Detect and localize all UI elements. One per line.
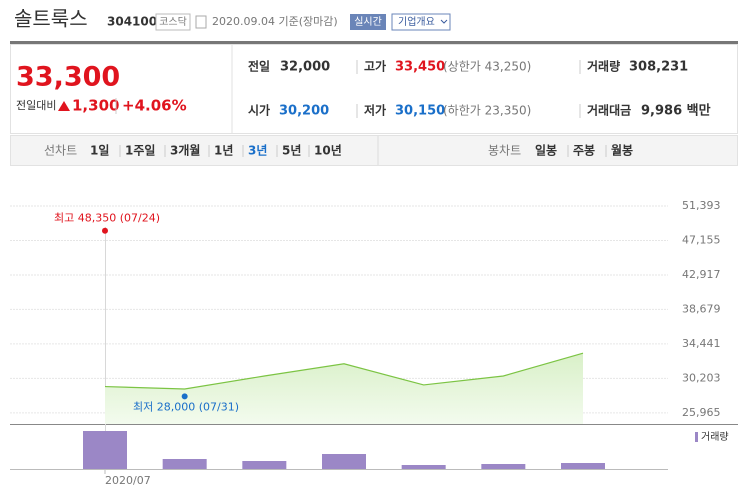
quote-note: (하한가 23,350) — [443, 104, 531, 118]
quote-label: 시가 — [248, 103, 270, 118]
period-tab[interactable]: 10년 — [314, 144, 342, 158]
y-tick-label: 25,965 — [682, 406, 721, 419]
volume-bar — [242, 461, 287, 469]
volume-bar — [401, 465, 446, 469]
period-tab[interactable]: 1일 — [90, 144, 109, 158]
y-tick-label: 34,441 — [682, 337, 721, 350]
change: 1,300 — [72, 97, 119, 115]
low-label: 최저 28,000 (07/31) — [133, 400, 239, 413]
quote-label: 고가 — [364, 59, 386, 74]
x-tick-label: 2020/07 — [105, 474, 151, 487]
volume-bar — [481, 464, 526, 469]
quote-value: 33,450 — [395, 60, 445, 75]
quote-label: 거래량 — [587, 59, 620, 74]
legend-swatch — [695, 432, 698, 442]
quote-label: 저가 — [364, 103, 386, 118]
quote-value: 9,986 백만 — [641, 103, 711, 119]
candle-tab[interactable]: 주봉 — [573, 144, 595, 158]
period-tab[interactable]: 1주일 — [125, 144, 155, 158]
header-rule — [10, 41, 738, 44]
stock-name: 솔트룩스 — [14, 7, 88, 31]
volume-bar — [162, 459, 207, 469]
volume-bar — [561, 463, 605, 469]
quote-value: 30,200 — [279, 104, 329, 119]
period-tab[interactable]: 3년 — [248, 144, 267, 158]
date: 2020.09.04 기준(장마감) — [212, 15, 338, 28]
quote-panel — [10, 44, 738, 134]
volume-bar — [322, 454, 366, 469]
current-price: 33,300 — [16, 62, 120, 93]
market-badge — [155, 13, 191, 31]
candle-tab[interactable]: 일봉 — [535, 144, 557, 158]
quote-value: 308,231 — [629, 60, 688, 75]
volume-bar — [83, 431, 127, 469]
period-tab[interactable]: 3개월 — [170, 143, 200, 158]
market: 코스닥 — [159, 16, 187, 28]
change-label: 전일대비 — [16, 98, 56, 112]
realtime: 실시간 — [354, 16, 382, 28]
date-icon — [195, 15, 207, 29]
quote-value: 30,150 — [395, 104, 445, 119]
y-tick-label: 51,393 — [682, 199, 721, 212]
y-tick-label: 47,155 — [682, 233, 721, 246]
tab-label: 봉차트 — [488, 144, 521, 158]
low-marker — [181, 393, 188, 400]
y-tick-label: 38,679 — [682, 302, 721, 315]
quote-note: (상한가 43,250) — [443, 60, 531, 74]
y-tick-label: 42,917 — [682, 268, 721, 281]
tab-label: 선차트 — [44, 144, 77, 158]
realtime-badge — [350, 14, 386, 30]
quote-label: 전일 — [248, 59, 270, 74]
area-fill — [105, 353, 583, 424]
candle-tab[interactable]: 월봉 — [611, 143, 633, 158]
tab-bar — [10, 135, 738, 166]
up-arrow — [58, 101, 70, 111]
company-info[interactable]: 기업개요 — [398, 15, 435, 28]
period-tab[interactable]: 5년 — [282, 144, 301, 158]
quote-label: 거래대금 — [587, 103, 631, 118]
quote-value: 32,000 — [280, 60, 330, 75]
high-marker — [102, 227, 108, 234]
change-pct: +4.06% — [122, 97, 187, 115]
y-tick-label: 30,203 — [682, 371, 721, 384]
price-line — [104, 352, 584, 390]
period-tab[interactable]: 1년 — [214, 144, 233, 158]
company-info-button[interactable] — [391, 13, 451, 31]
stock-code: 304100 — [107, 15, 157, 29]
dropdown-arrow — [440, 19, 448, 24]
legend-label: 거래량 — [701, 431, 729, 443]
high-label: 최고 48,350 (07/24) — [54, 212, 160, 225]
